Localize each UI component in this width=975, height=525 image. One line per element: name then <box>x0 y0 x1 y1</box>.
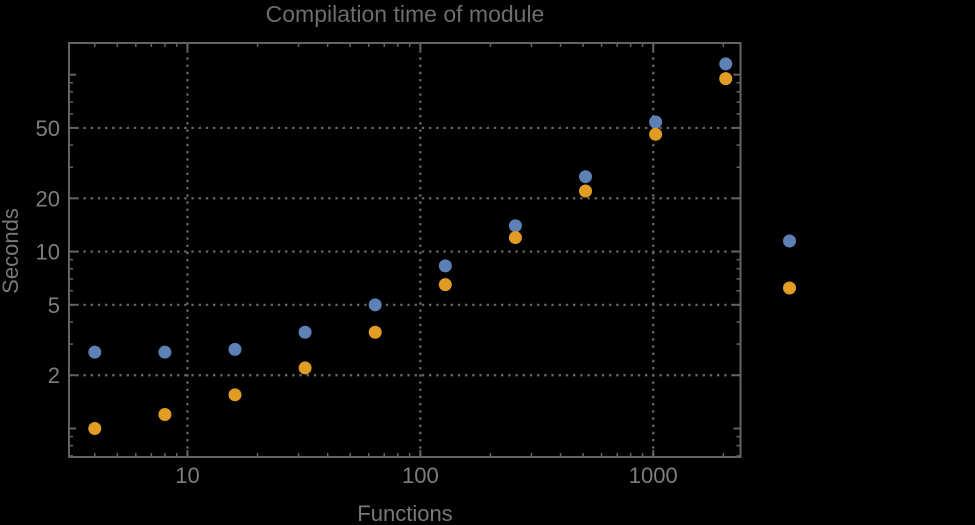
data-point-blue <box>719 57 733 71</box>
data-point-blue <box>368 298 382 312</box>
data-point-blue <box>158 345 172 359</box>
x-tick-label-10: 10 <box>175 463 199 488</box>
x-tick-label-1000: 1000 <box>629 463 678 488</box>
plot-frame <box>68 42 742 458</box>
y-tick-label-20: 20 <box>36 186 60 211</box>
data-point-blue <box>508 219 522 233</box>
chart-title: Compilation time of module <box>265 1 545 27</box>
data-point-blue <box>88 345 102 359</box>
data-point-orange <box>88 421 102 435</box>
data-point-blue <box>649 115 663 129</box>
legend-marker-blue <box>783 234 796 248</box>
data-point-blue <box>298 325 312 339</box>
y-tick-label-5: 5 <box>48 293 60 318</box>
y-tick-label-50: 50 <box>36 116 60 141</box>
data-point-orange <box>368 325 382 339</box>
data-point-orange <box>438 278 452 292</box>
x-tick-label-100: 100 <box>402 463 439 488</box>
data-point-orange <box>579 184 593 198</box>
data-point-blue <box>228 342 242 356</box>
y-tick-label-2: 2 <box>48 363 60 388</box>
data-point-orange <box>649 127 663 141</box>
data-point-orange <box>298 361 312 375</box>
data-point-orange <box>719 72 733 86</box>
data-point-blue <box>579 170 593 184</box>
legend-marker-orange <box>783 281 796 295</box>
data-point-orange <box>228 388 242 402</box>
data-point-blue <box>438 259 452 273</box>
x-axis-label: Functions <box>357 501 453 525</box>
y-tick-label-10: 10 <box>36 240 60 265</box>
data-point-orange <box>158 407 172 421</box>
data-point-orange <box>508 231 522 245</box>
